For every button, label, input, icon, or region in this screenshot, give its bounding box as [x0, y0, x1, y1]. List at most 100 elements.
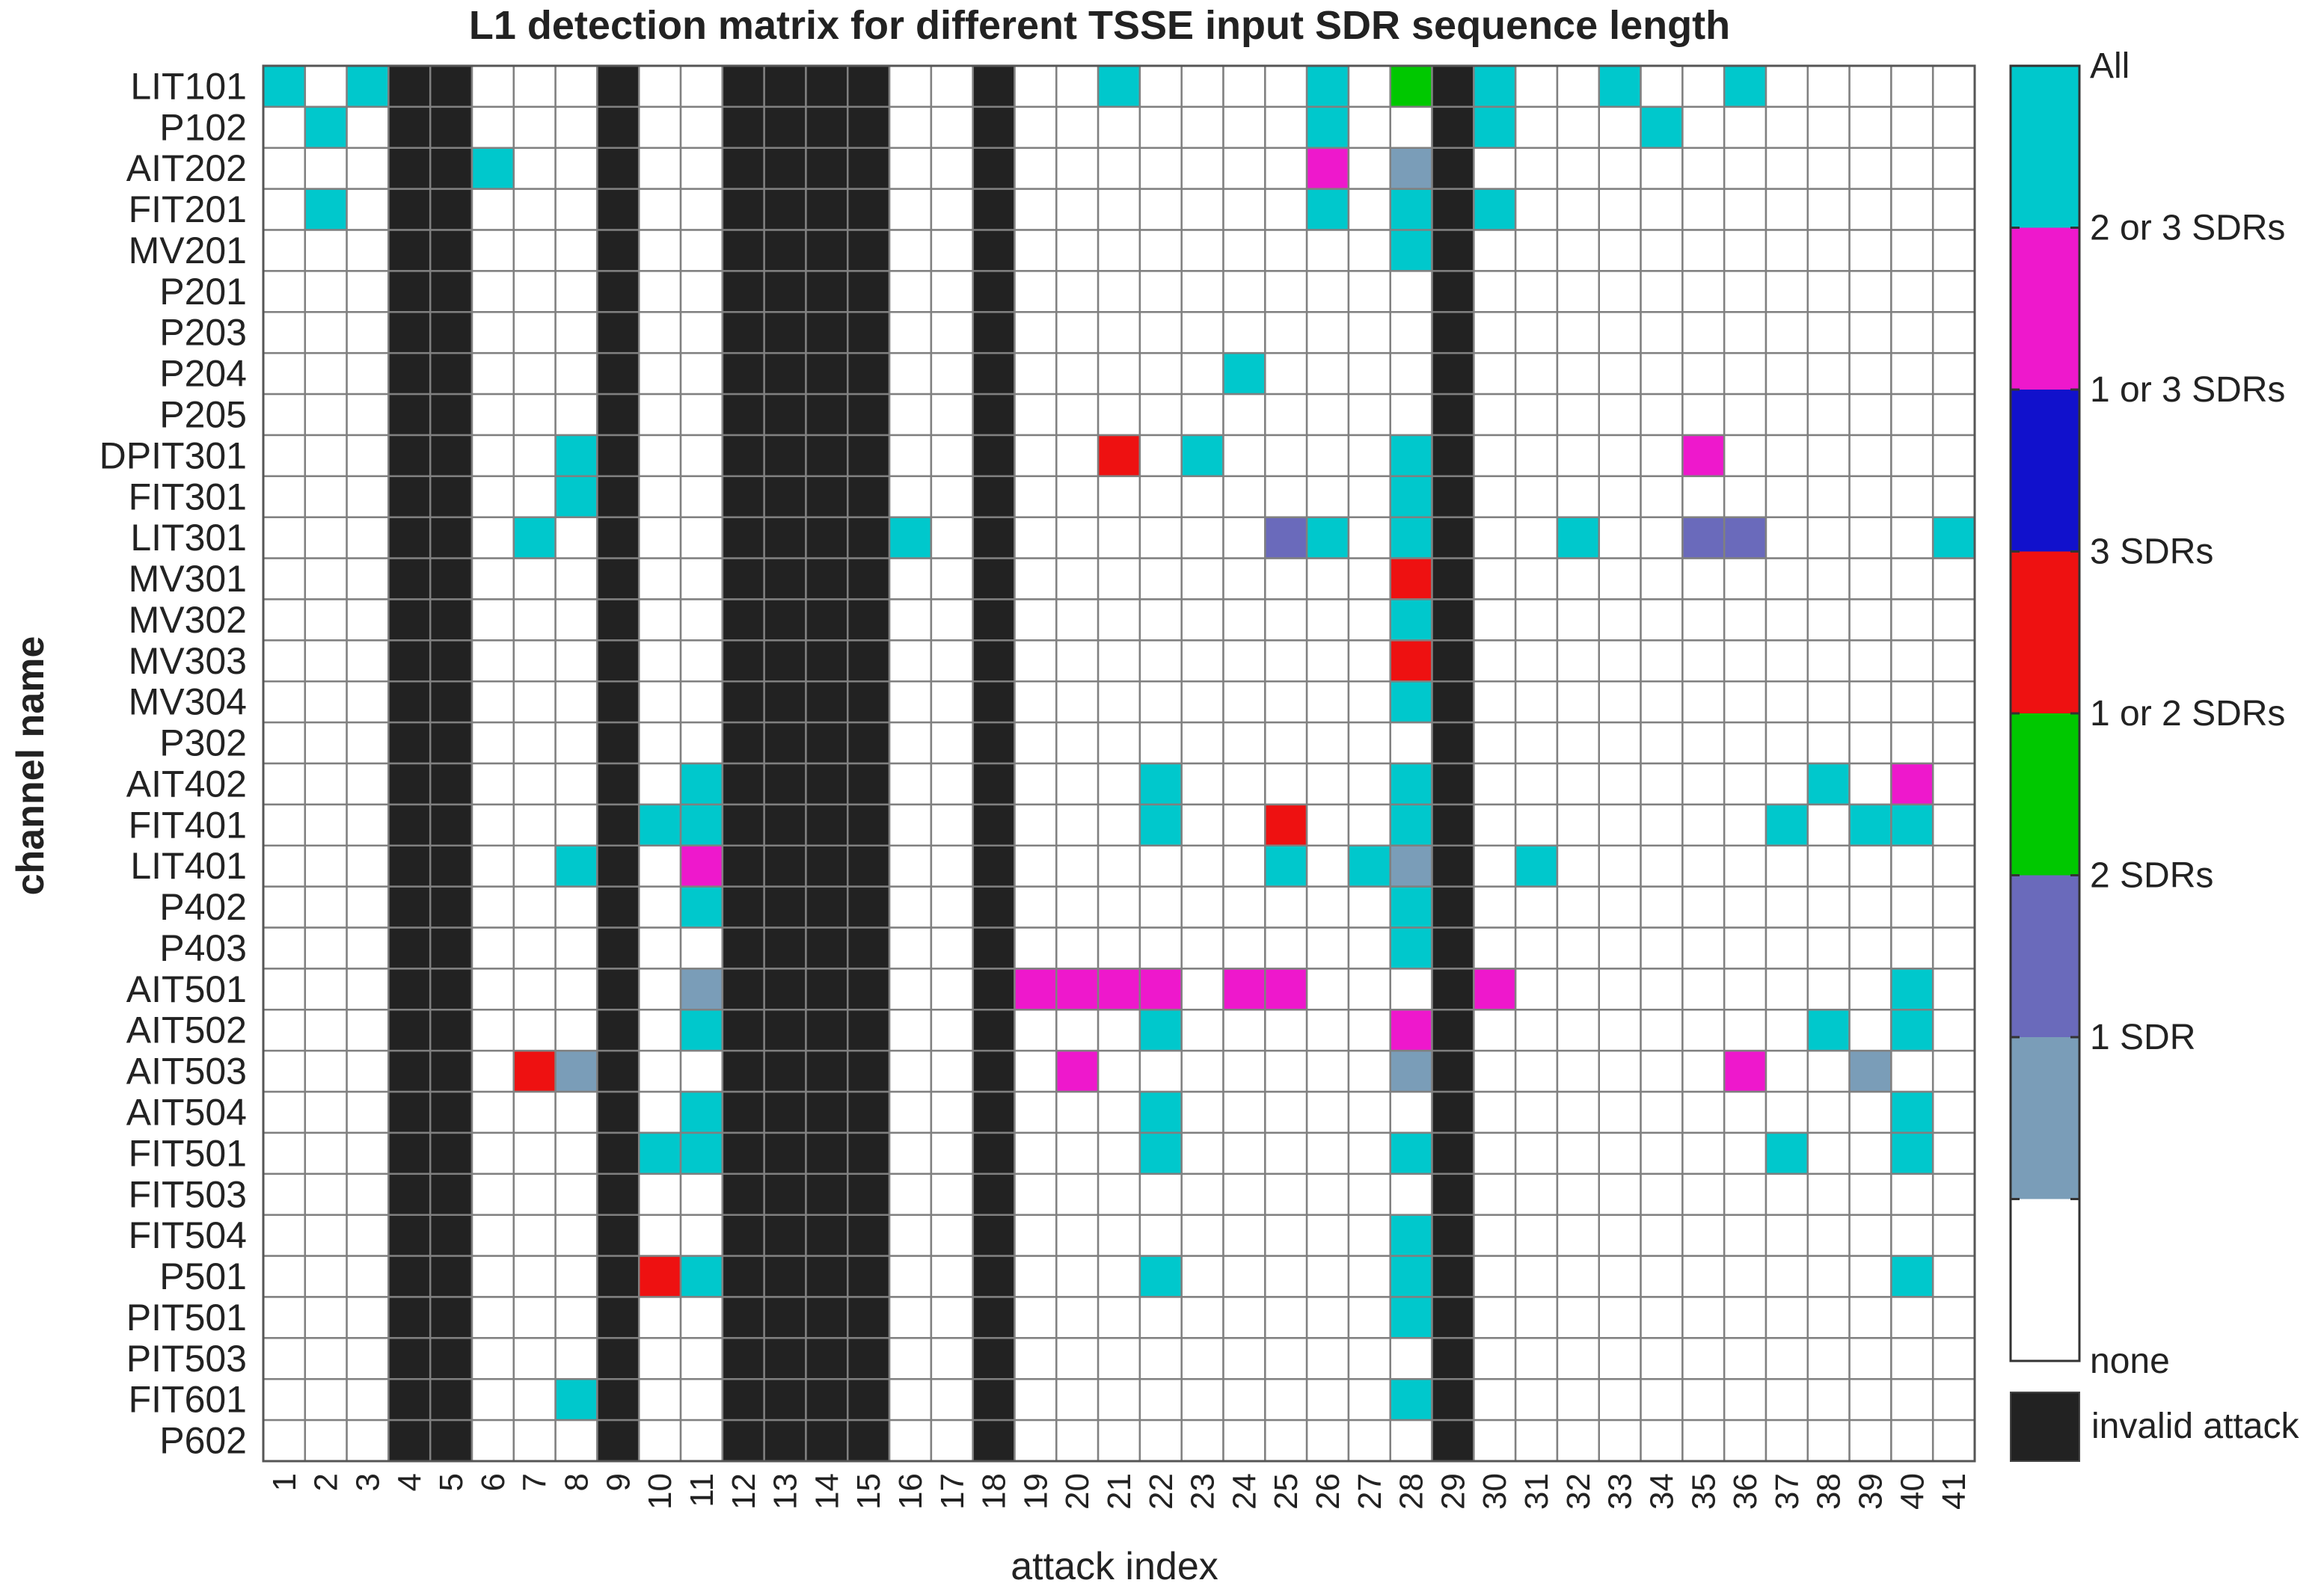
heatmap-cell: [1055, 393, 1100, 437]
heatmap-cell: [888, 516, 933, 559]
heatmap-cell: [1514, 1214, 1559, 1257]
heatmap-cell: [346, 968, 390, 1011]
heatmap-cell: [1014, 229, 1058, 272]
heatmap-cell: [554, 1337, 598, 1380]
invalid-cell: [596, 557, 640, 600]
colorbar-label: 2 or 3 SDRs: [2090, 209, 2285, 248]
invalid-cell: [847, 803, 891, 847]
heatmap-cell: [637, 188, 682, 231]
invalid-cell: [1431, 1090, 1475, 1134]
heatmap-cell: [1890, 351, 1934, 396]
invalid-cell: [805, 1296, 849, 1339]
heatmap-cell: [1806, 680, 1851, 724]
heatmap-cell: [262, 598, 307, 642]
heatmap-cell: [1931, 1377, 1976, 1422]
heatmap-cell: [1138, 680, 1183, 724]
heatmap-cell: [1556, 188, 1600, 231]
invalid-cell: [387, 1009, 432, 1052]
heatmap-cell: [1681, 557, 1726, 600]
colorbar-segment: [2011, 875, 2079, 1038]
heatmap-cell: [1723, 1255, 1767, 1298]
heatmap-cell: [1890, 1377, 1934, 1422]
heatmap-cell: [1097, 105, 1141, 150]
heatmap-cell: [1848, 393, 1892, 437]
invalid-cell: [763, 351, 807, 396]
invalid-cell: [972, 1131, 1016, 1175]
heatmap-cell: [1681, 64, 1726, 108]
heatmap-cell: [470, 1214, 515, 1257]
invalid-cell: [1431, 1255, 1475, 1298]
heatmap-cell: [304, 229, 348, 272]
invalid-cell: [387, 1296, 432, 1339]
heatmap-cell: [1931, 229, 1976, 272]
heatmap-cell: [1556, 926, 1600, 970]
heatmap-cell: [930, 1049, 974, 1093]
heatmap-cell: [1473, 844, 1517, 888]
heatmap-cell: [1640, 598, 1684, 642]
heatmap-cell: [1473, 1214, 1517, 1257]
heatmap-cell: [1640, 639, 1684, 683]
heatmap-cell: [512, 1377, 557, 1422]
heatmap-cell: [930, 1296, 974, 1339]
heatmap-cell: [930, 105, 974, 150]
heatmap-cell: [1389, 557, 1433, 600]
invalid-cell: [805, 475, 849, 518]
heatmap-cell: [1681, 1009, 1726, 1052]
heatmap-cell: [1848, 351, 1892, 396]
heatmap-cell: [1180, 1419, 1224, 1463]
x-tick-label: 32: [1560, 1473, 1597, 1510]
heatmap-cell: [512, 968, 557, 1011]
heatmap-cell: [304, 885, 348, 929]
heatmap-cell: [304, 1377, 348, 1422]
heatmap-cell: [637, 885, 682, 929]
heatmap-cell: [1890, 311, 1934, 354]
heatmap-cell: [346, 803, 390, 847]
invalid-cell: [721, 1131, 765, 1175]
heatmap-cell: [1848, 188, 1892, 231]
heatmap-cell: [1055, 1337, 1100, 1380]
heatmap-cell: [1222, 762, 1266, 806]
heatmap-cell: [888, 598, 933, 642]
heatmap-cell: [1055, 64, 1100, 108]
heatmap-cell: [1347, 188, 1391, 231]
heatmap-cell: [1765, 393, 1809, 437]
x-axis-label: attack index: [1011, 1545, 1218, 1585]
heatmap-cell: [1305, 229, 1350, 272]
invalid-cell: [972, 721, 1016, 765]
heatmap-cell: [1014, 147, 1058, 190]
heatmap-cell: [1640, 557, 1684, 600]
heatmap-cell: [1473, 229, 1517, 272]
heatmap-cell: [1556, 721, 1600, 765]
heatmap-cell: [1556, 1337, 1600, 1380]
heatmap-cell: [1806, 475, 1851, 518]
heatmap-cell: [1681, 434, 1726, 478]
heatmap-cell: [262, 516, 307, 559]
heatmap-cell: [554, 721, 598, 765]
heatmap-cell: [1055, 1377, 1100, 1422]
heatmap-cell: [1765, 885, 1809, 929]
heatmap-cell: [888, 64, 933, 108]
heatmap-cell: [1723, 1214, 1767, 1257]
invalid-cell: [387, 229, 432, 272]
invalid-cell: [429, 639, 473, 683]
heatmap-cell: [1138, 1214, 1183, 1257]
heatmap-cell: [1473, 393, 1517, 437]
y-tick-label: LIT401: [130, 845, 247, 887]
heatmap-cell: [304, 1337, 348, 1380]
heatmap-cell: [888, 1131, 933, 1175]
invalid-cell: [1431, 1049, 1475, 1093]
heatmap-cell: [930, 1131, 974, 1175]
heatmap-cell: [637, 557, 682, 600]
heatmap-cell: [1138, 188, 1183, 231]
heatmap-cell: [1640, 351, 1684, 396]
heatmap-cell: [1473, 1255, 1517, 1298]
heatmap-cell: [1473, 351, 1517, 396]
heatmap-cell: [1305, 434, 1350, 478]
heatmap-cell: [930, 1214, 974, 1257]
invalid-cell: [429, 1131, 473, 1175]
heatmap-cell: [1305, 311, 1350, 354]
heatmap-cell: [1848, 1214, 1892, 1257]
heatmap-cell: [1890, 844, 1934, 888]
heatmap-cell: [679, 557, 724, 600]
heatmap-cell: [1473, 516, 1517, 559]
